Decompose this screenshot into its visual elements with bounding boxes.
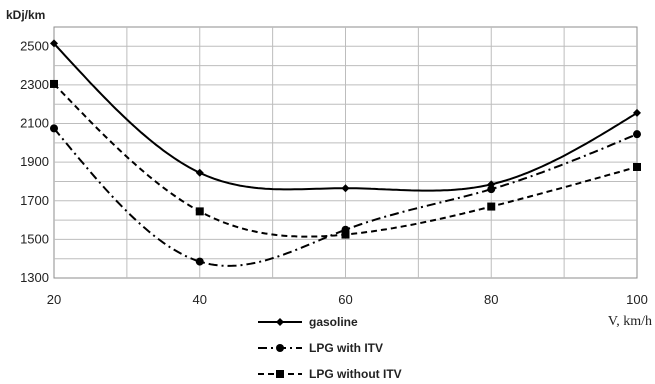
data-point [50,39,58,48]
tick-labels: 1300 1500 1700 1900 2100 2300 2500 20 40 60 80 100 [20,38,648,307]
x-tick-label: 40 [193,292,207,307]
data-point [341,184,350,193]
data-point [195,168,204,177]
data-point [487,202,496,211]
series-layer [50,39,641,267]
data-point [195,207,204,216]
y-tick-label: 1300 [20,270,49,285]
y-tick-label: 1700 [20,193,49,208]
legend-swatch-marker [276,318,284,326]
y-tick-label: 1500 [20,231,49,246]
y-axis-label: kDj/km [6,8,45,22]
x-tick-label: 80 [484,292,498,307]
legend-swatch-marker [276,344,284,352]
data-point [633,130,641,139]
x-axis-label: V, km/h [608,314,652,329]
y-tick-label: 1900 [20,154,49,169]
x-tick-label: 100 [626,292,648,307]
y-tick-label: 2100 [20,116,49,131]
legend: gasoline LPG with ITV LPG without ITV [258,315,402,381]
data-point [50,79,58,88]
legend-item-1: LPG with ITV [258,341,383,355]
data-point [341,230,350,239]
x-tick-label: 60 [338,292,352,307]
data-point [50,124,58,133]
data-point [633,162,641,171]
series-line [53,127,638,267]
legend-label: LPG with ITV [309,341,383,355]
x-tick-label: 20 [47,292,61,307]
legend-swatch-marker [276,370,284,378]
y-tick-label: 2500 [20,38,49,53]
data-point [195,257,204,266]
grid [53,26,638,279]
legend-label: LPG without ITV [309,367,402,381]
legend-item-2: LPG without ITV [258,367,402,381]
legend-item-0: gasoline [258,315,358,329]
y-tick-label: 2300 [20,77,49,92]
data-point [487,185,496,194]
legend-label: gasoline [309,315,358,329]
series-2 [50,79,641,239]
data-point [633,108,641,117]
